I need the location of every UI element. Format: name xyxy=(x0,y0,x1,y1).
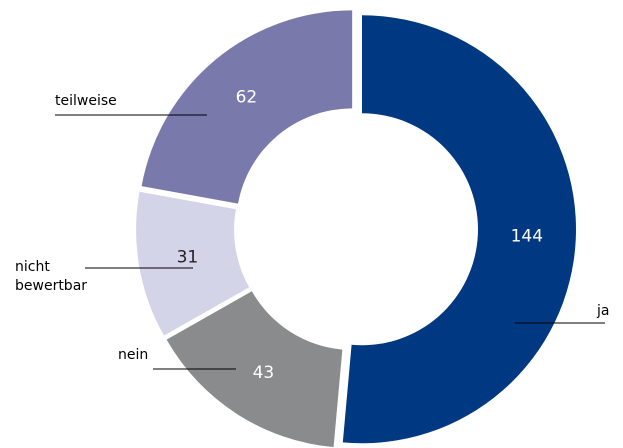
value-label: 144 xyxy=(511,227,543,247)
donut-slice xyxy=(342,15,576,444)
category-label: nicht bewertbar xyxy=(15,259,88,294)
donut-slice xyxy=(141,10,353,204)
value-label: 43 xyxy=(253,363,275,383)
category-label: nein xyxy=(118,347,149,363)
value-label: 62 xyxy=(236,88,258,108)
donut-slice xyxy=(136,191,250,336)
category-label: ja xyxy=(597,303,610,319)
donut-slice xyxy=(166,291,343,448)
category-label: teilweise xyxy=(55,93,117,109)
value-label: 31 xyxy=(177,248,199,268)
